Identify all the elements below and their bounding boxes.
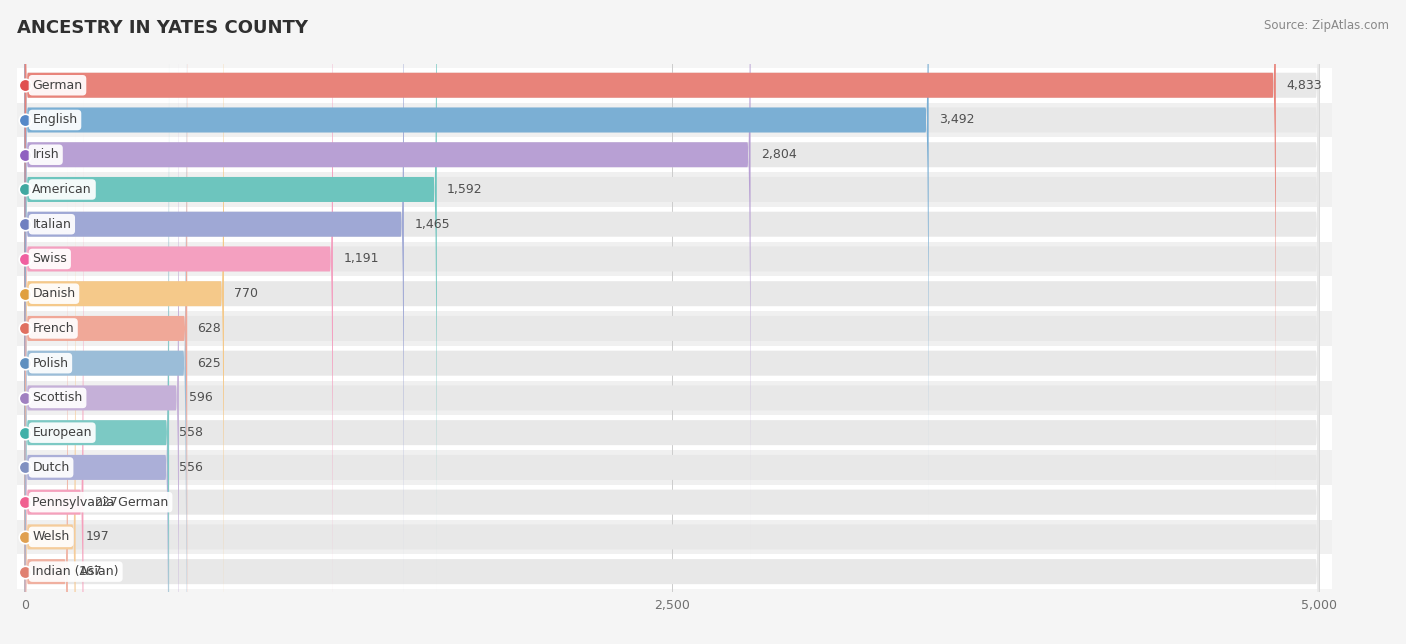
FancyBboxPatch shape <box>25 0 751 559</box>
Text: Swiss: Swiss <box>32 252 67 265</box>
Text: Pennsylvania German: Pennsylvania German <box>32 496 169 509</box>
FancyBboxPatch shape <box>25 0 1319 644</box>
Text: Polish: Polish <box>32 357 69 370</box>
FancyBboxPatch shape <box>11 346 1331 381</box>
FancyBboxPatch shape <box>11 520 1331 554</box>
FancyBboxPatch shape <box>11 102 1331 137</box>
Text: Scottish: Scottish <box>32 392 83 404</box>
Text: German: German <box>32 79 83 91</box>
FancyBboxPatch shape <box>25 0 187 644</box>
FancyBboxPatch shape <box>25 0 179 644</box>
FancyBboxPatch shape <box>25 0 1319 629</box>
FancyBboxPatch shape <box>11 172 1331 207</box>
Text: 558: 558 <box>180 426 204 439</box>
Text: Danish: Danish <box>32 287 76 300</box>
FancyBboxPatch shape <box>11 485 1331 520</box>
FancyBboxPatch shape <box>25 28 169 644</box>
FancyBboxPatch shape <box>25 133 1319 644</box>
FancyBboxPatch shape <box>11 207 1331 242</box>
Text: 556: 556 <box>179 461 202 474</box>
FancyBboxPatch shape <box>25 0 187 644</box>
Text: Source: ZipAtlas.com: Source: ZipAtlas.com <box>1264 19 1389 32</box>
FancyBboxPatch shape <box>11 554 1331 589</box>
Text: 4,833: 4,833 <box>1286 79 1322 91</box>
Text: American: American <box>32 183 91 196</box>
Text: 227: 227 <box>94 496 118 509</box>
Text: 596: 596 <box>190 392 214 404</box>
Text: 167: 167 <box>79 565 103 578</box>
FancyBboxPatch shape <box>25 0 1319 594</box>
FancyBboxPatch shape <box>25 167 67 644</box>
FancyBboxPatch shape <box>11 381 1331 415</box>
Text: 770: 770 <box>235 287 259 300</box>
FancyBboxPatch shape <box>25 0 224 644</box>
Text: 628: 628 <box>198 322 221 335</box>
Text: Italian: Italian <box>32 218 72 231</box>
FancyBboxPatch shape <box>25 98 83 644</box>
FancyBboxPatch shape <box>25 0 1319 644</box>
FancyBboxPatch shape <box>25 98 1319 644</box>
Text: European: European <box>32 426 91 439</box>
FancyBboxPatch shape <box>25 0 1275 489</box>
FancyBboxPatch shape <box>25 0 1319 489</box>
FancyBboxPatch shape <box>25 0 1319 524</box>
FancyBboxPatch shape <box>25 0 1319 644</box>
FancyBboxPatch shape <box>11 242 1331 276</box>
Text: 2,804: 2,804 <box>761 148 797 161</box>
FancyBboxPatch shape <box>11 450 1331 485</box>
FancyBboxPatch shape <box>11 276 1331 311</box>
Text: Irish: Irish <box>32 148 59 161</box>
FancyBboxPatch shape <box>25 63 1319 644</box>
Text: French: French <box>32 322 75 335</box>
FancyBboxPatch shape <box>25 0 333 644</box>
FancyBboxPatch shape <box>25 0 929 524</box>
Text: 1,592: 1,592 <box>447 183 482 196</box>
FancyBboxPatch shape <box>25 0 437 594</box>
Text: ANCESTRY IN YATES COUNTY: ANCESTRY IN YATES COUNTY <box>17 19 308 37</box>
Text: 197: 197 <box>86 531 110 544</box>
FancyBboxPatch shape <box>25 167 1319 644</box>
FancyBboxPatch shape <box>11 415 1331 450</box>
FancyBboxPatch shape <box>11 68 1331 102</box>
Text: Indian (Asian): Indian (Asian) <box>32 565 120 578</box>
Text: English: English <box>32 113 77 126</box>
Text: 1,465: 1,465 <box>415 218 450 231</box>
Text: 1,191: 1,191 <box>343 252 378 265</box>
FancyBboxPatch shape <box>25 0 404 629</box>
FancyBboxPatch shape <box>25 0 1319 644</box>
FancyBboxPatch shape <box>11 311 1331 346</box>
FancyBboxPatch shape <box>25 0 1319 559</box>
Text: 3,492: 3,492 <box>939 113 974 126</box>
FancyBboxPatch shape <box>25 28 1319 644</box>
FancyBboxPatch shape <box>25 63 169 644</box>
Text: Dutch: Dutch <box>32 461 70 474</box>
FancyBboxPatch shape <box>25 133 76 644</box>
FancyBboxPatch shape <box>25 0 1319 644</box>
Text: 625: 625 <box>197 357 221 370</box>
Text: Welsh: Welsh <box>32 531 70 544</box>
FancyBboxPatch shape <box>11 137 1331 172</box>
